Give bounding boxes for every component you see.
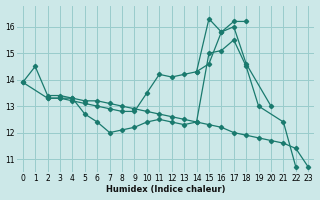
X-axis label: Humidex (Indice chaleur): Humidex (Indice chaleur)	[106, 185, 225, 194]
